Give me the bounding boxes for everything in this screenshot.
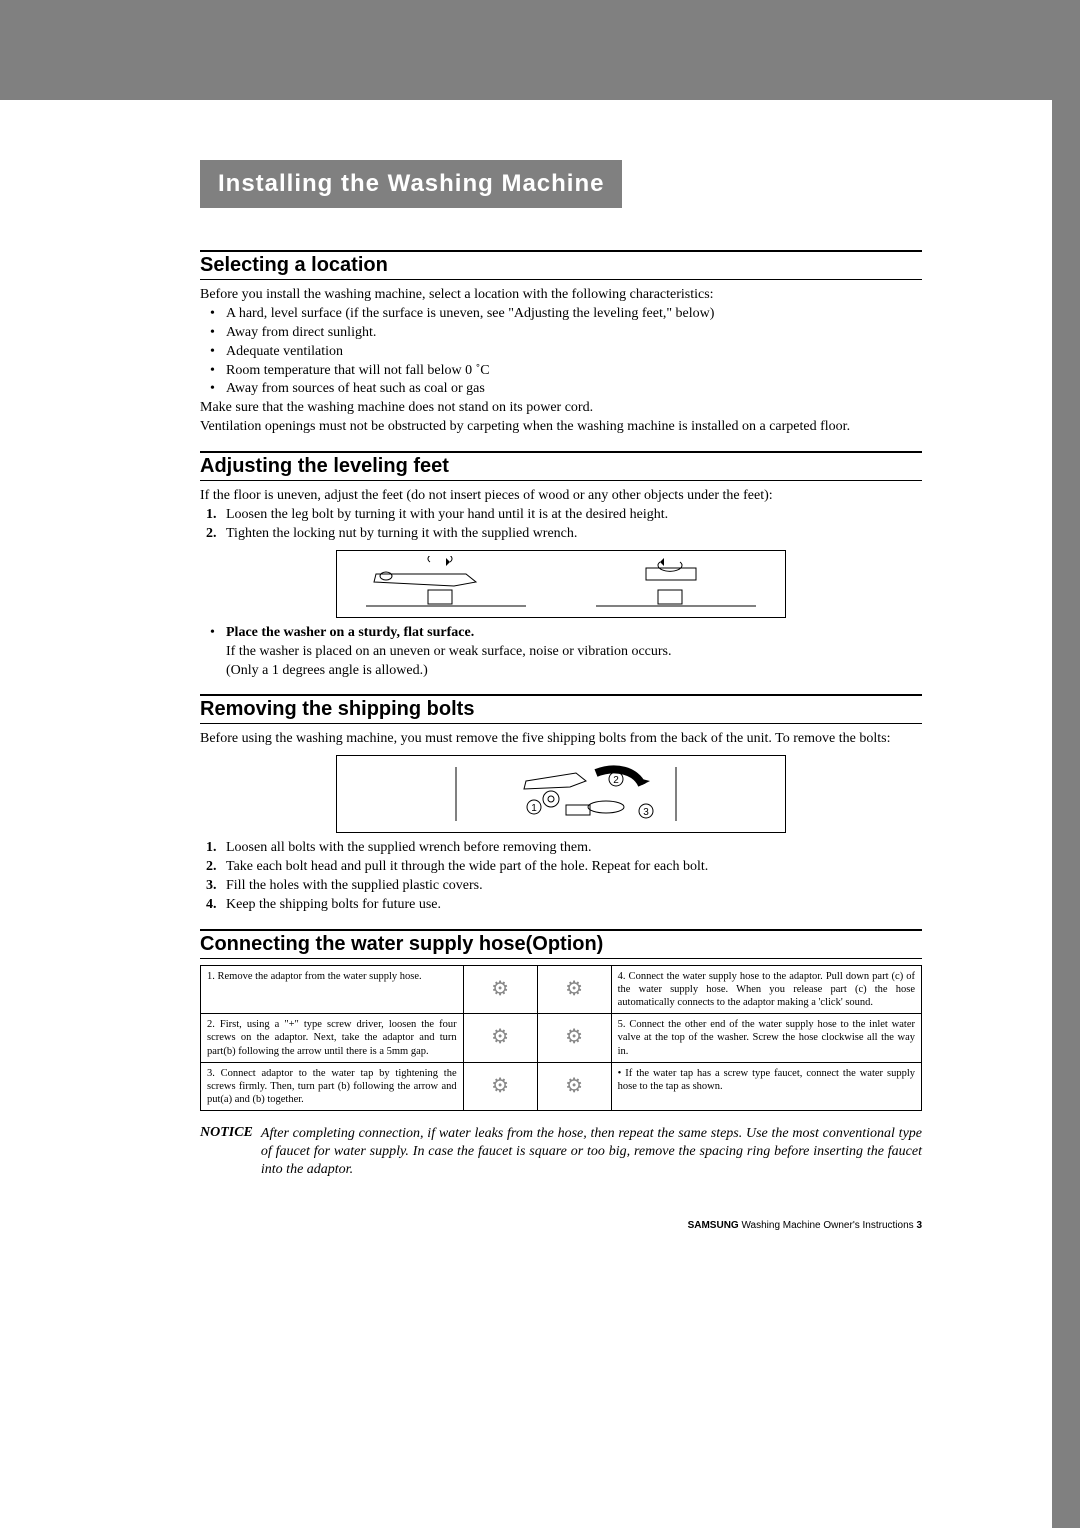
table-row: 2. First, using a "+" type screw driver,… [201,1014,922,1062]
heading-connecting: Connecting the water supply hose(Option) [200,929,922,959]
selecting-after2: Ventilation openings must not be obstruc… [200,418,922,437]
bolts-diagram: 1 2 3 [336,755,786,833]
adjusting-steps: 1.Loosen the leg bolt by turning it with… [200,506,922,544]
bolts-svg-icon: 1 2 3 [346,761,776,827]
hose-diagram-icon: ⚙ [537,1014,611,1062]
list-item: 2.Take each bolt head and pull it throug… [226,858,922,877]
table-row: 1. Remove the adaptor from the water sup… [201,965,922,1013]
hose-diagram-icon: ⚙ [463,1014,537,1062]
heading-removing: Removing the shipping bolts [200,694,922,724]
footer-brand: SAMSUNG [688,1220,739,1231]
hose-diagram-icon: ⚙ [537,1062,611,1110]
leveling-diagram [336,550,786,618]
svg-text:1: 1 [531,803,537,814]
hose-diagram-icon: ⚙ [463,965,537,1013]
list-item: 3.Fill the holes with the supplied plast… [226,877,922,896]
hose-cell-right: 4. Connect the water supply hose to the … [611,965,921,1013]
list-item: Place the washer on a sturdy, flat surfa… [226,624,922,643]
footer-text: Washing Machine Owner's Instructions [739,1220,917,1231]
hose-cell-left: 2. First, using a "+" type screw driver,… [201,1014,464,1062]
step-text: Loosen the leg bolt by turning it with y… [226,507,668,522]
hose-cell-right: 5. Connect the other end of the water su… [611,1014,921,1062]
notice-text: After completing connection, if water le… [261,1125,922,1180]
list-item: Room temperature that will not fall belo… [226,362,922,381]
list-item: 1.Loosen the leg bolt by turning it with… [226,506,922,525]
note-bold: Place the washer on a sturdy, flat surfa… [226,625,474,640]
content-area: Installing the Washing Machine Selecting… [200,100,922,1231]
selecting-intro: Before you install the washing machine, … [200,286,922,305]
table-row: 3. Connect adaptor to the water tap by t… [201,1062,922,1110]
notice-block: NOTICE After completing connection, if w… [200,1125,922,1180]
step-text: Fill the holes with the supplied plastic… [226,878,483,893]
selecting-bullets: A hard, level surface (if the surface is… [200,305,922,399]
adjusting-note-line2: (Only a 1 degrees angle is allowed.) [200,662,922,681]
hose-diagram-icon: ⚙ [537,965,611,1013]
step-text: Keep the shipping bolts for future use. [226,897,441,912]
heading-selecting: Selecting a location [200,250,922,280]
step-text: Tighten the locking nut by turning it wi… [226,526,577,541]
list-item: 2.Tighten the locking nut by turning it … [226,525,922,544]
list-item: 1.Loosen all bolts with the supplied wre… [226,839,922,858]
list-item: Away from direct sunlight. [226,324,922,343]
hose-cell-right: • If the water tap has a screw type fauc… [611,1062,921,1110]
page-frame: Installing the Washing Machine Selecting… [0,0,1080,1528]
page-footer: SAMSUNG Washing Machine Owner's Instruct… [200,1220,922,1231]
heading-adjusting: Adjusting the leveling feet [200,451,922,481]
step-text: Loosen all bolts with the supplied wrenc… [226,840,591,855]
list-item: Adequate ventilation [226,343,922,362]
svg-text:2: 2 [613,775,619,786]
step-text: Take each bolt head and pull it through … [226,859,708,874]
adjusting-note-line1: If the washer is placed on an uneven or … [200,643,922,662]
page-title: Installing the Washing Machine [200,160,622,208]
hose-diagram-icon: ⚙ [463,1062,537,1110]
leveling-svg-icon [346,556,776,612]
selecting-after1: Make sure that the washing machine does … [200,399,922,418]
hose-cell-left: 3. Connect adaptor to the water tap by t… [201,1062,464,1110]
adjusting-intro: If the floor is uneven, adjust the feet … [200,487,922,506]
list-item: A hard, level surface (if the surface is… [226,305,922,324]
adjusting-note: Place the washer on a sturdy, flat surfa… [200,624,922,643]
hose-cell-left: 1. Remove the adaptor from the water sup… [201,965,464,1013]
footer-page-number: 3 [916,1220,922,1231]
list-item: 4.Keep the shipping bolts for future use… [226,896,922,915]
notice-label: NOTICE [200,1125,253,1180]
svg-text:3: 3 [643,807,649,818]
hose-table: 1. Remove the adaptor from the water sup… [200,965,922,1111]
list-item: Away from sources of heat such as coal o… [226,380,922,399]
removing-steps: 1.Loosen all bolts with the supplied wre… [200,839,922,915]
removing-intro: Before using the washing machine, you mu… [200,730,922,749]
